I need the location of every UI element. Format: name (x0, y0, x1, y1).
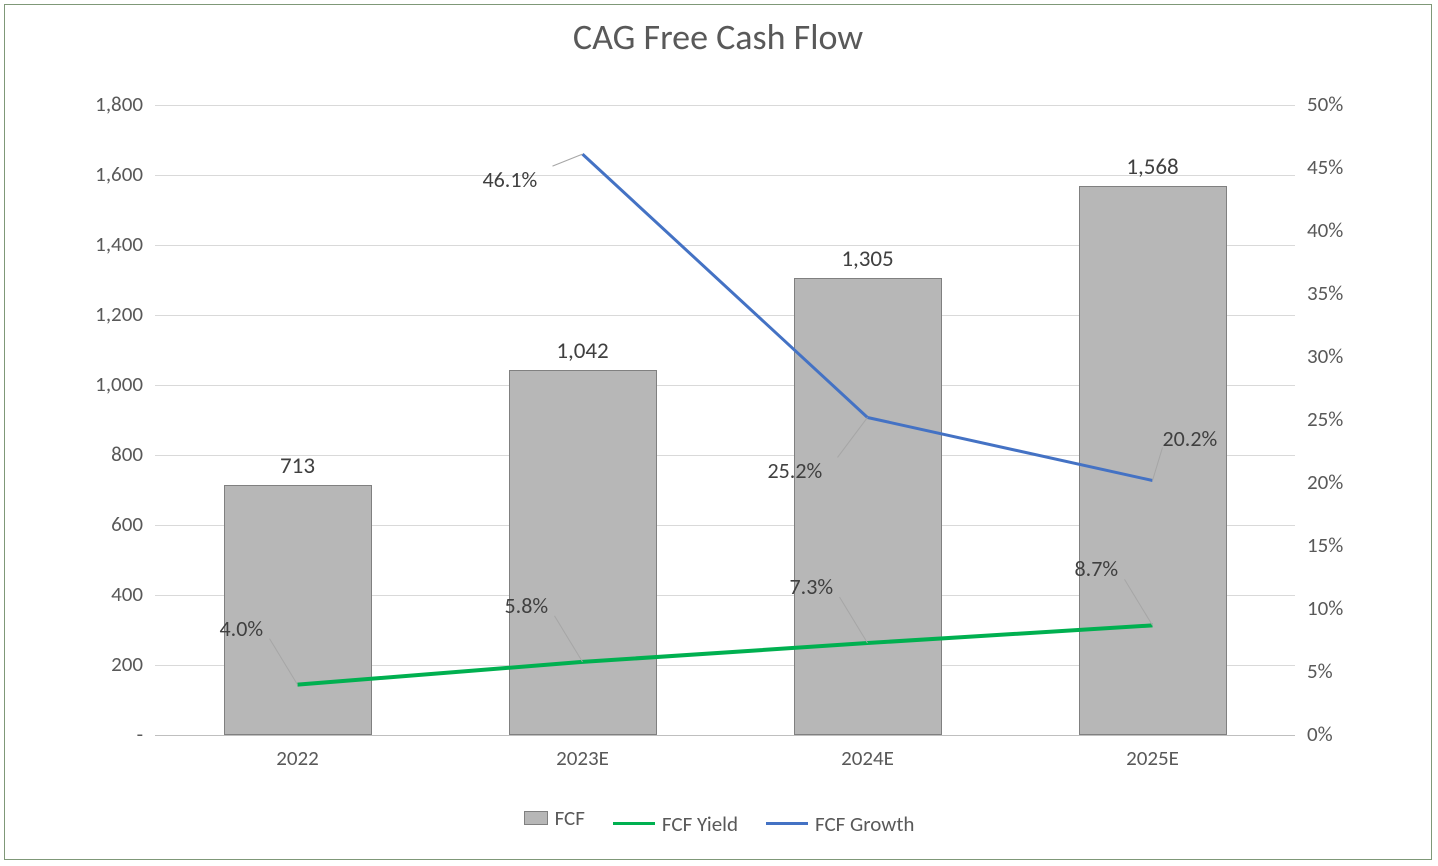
leader-line (270, 639, 298, 685)
y-right-tick: 35% (1307, 280, 1343, 306)
leader-line (555, 616, 583, 662)
legend-swatch (524, 811, 548, 825)
y-right-tick: 25% (1307, 406, 1343, 432)
label-fcf-yield: 8.7% (1075, 555, 1119, 582)
y-right-tick: 40% (1307, 217, 1343, 243)
leader-line (1153, 447, 1163, 480)
y-left-tick: 400 (111, 581, 143, 607)
y-left-tick: - (137, 721, 143, 747)
y-right-tick: 50% (1307, 91, 1343, 117)
label-fcf-growth: 46.1% (483, 166, 538, 193)
y-right-tick: 5% (1307, 658, 1333, 684)
x-tick: 2024E (841, 745, 894, 771)
legend-item: FCF Yield (613, 811, 738, 837)
y-left-tick: 1,600 (95, 161, 143, 187)
plot-area: -2004006008001,0001,2001,4001,6001,8000%… (155, 105, 1295, 735)
legend-line-swatch (613, 822, 655, 825)
y-right-tick: 15% (1307, 532, 1343, 558)
x-tick: 2025E (1126, 745, 1179, 771)
y-left-tick: 1,400 (95, 231, 143, 257)
x-tick: 2023E (556, 745, 609, 771)
label-fcf-yield: 5.8% (505, 592, 549, 619)
legend-item: FCF (524, 805, 585, 831)
y-left-tick: 600 (111, 511, 143, 537)
chart-title: CAG Free Cash Flow (5, 15, 1431, 59)
y-left-tick: 800 (111, 441, 143, 467)
label-fcf-yield: 7.3% (790, 573, 834, 600)
legend: FCF FCF Yield FCF Growth (5, 805, 1433, 837)
y-left-tick: 1,000 (95, 371, 143, 397)
chart-container: CAG Free Cash Flow -2004006008001,0001,2… (4, 4, 1432, 860)
y-left-tick: 200 (111, 651, 143, 677)
legend-item: FCF Growth (766, 811, 914, 837)
legend-label: FCF Growth (815, 811, 914, 837)
line-layer (155, 105, 1295, 735)
y-right-tick: 0% (1307, 721, 1333, 747)
legend-label: FCF (555, 805, 585, 831)
y-right-tick: 20% (1307, 469, 1343, 495)
line-fcf-yield (298, 625, 1153, 684)
y-left-tick: 1,200 (95, 301, 143, 327)
leader-line (1125, 579, 1153, 625)
y-right-tick: 45% (1307, 154, 1343, 180)
leader-line (838, 417, 868, 457)
y-right-tick: 30% (1307, 343, 1343, 369)
legend-label: FCF Yield (662, 811, 738, 837)
label-fcf-yield: 4.0% (220, 615, 264, 642)
leader-line (553, 154, 583, 166)
y-right-tick: 10% (1307, 595, 1343, 621)
label-fcf-growth: 25.2% (768, 457, 823, 484)
x-tick: 2022 (276, 745, 319, 771)
axis-baseline (155, 735, 1295, 736)
label-fcf-growth: 20.2% (1163, 425, 1218, 452)
legend-line-swatch (766, 822, 808, 825)
leader-line (840, 597, 868, 643)
line-fcf-growth (583, 154, 1153, 480)
y-left-tick: 1,800 (95, 91, 143, 117)
